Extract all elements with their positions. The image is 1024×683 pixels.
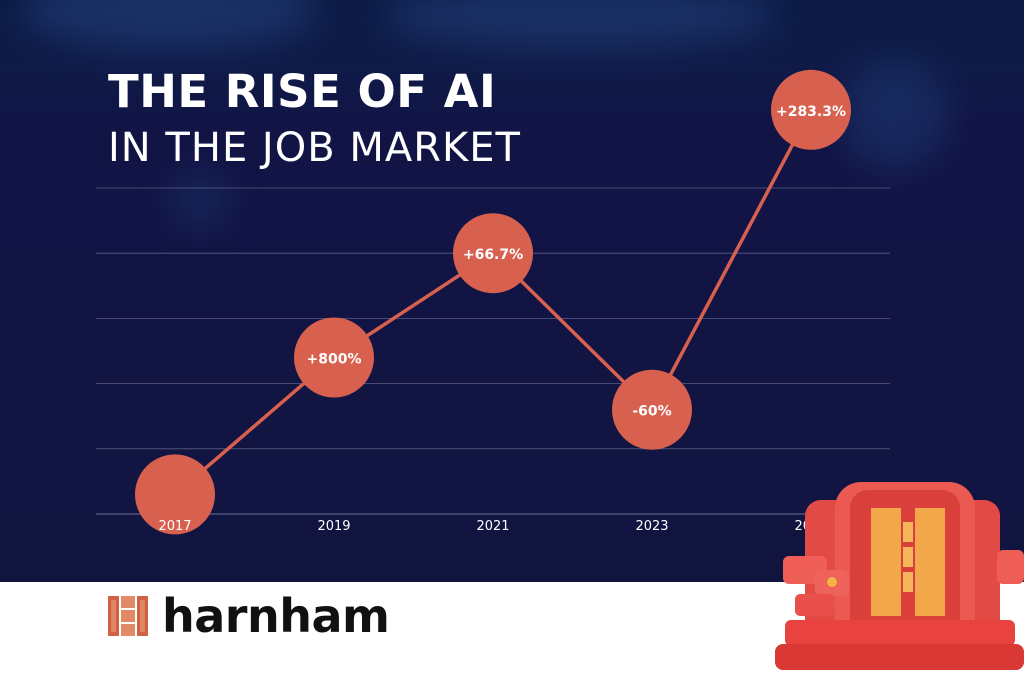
x-tick-label: 2023 (635, 519, 668, 534)
data-point-2021 (453, 213, 533, 294)
harnham-logo-icon (108, 596, 148, 636)
chart-subtitle: IN THE JOB MARKET (108, 125, 521, 171)
chart-title: THE RISE OF AI (108, 65, 497, 118)
grid-lines (96, 187, 890, 515)
data-point-2025 (771, 69, 851, 150)
series-line (173, 108, 813, 496)
line-chart: +800%+66.7%-60%+283.3% 20172019202120232… (96, 69, 890, 535)
x-tick-label: 2021 (476, 519, 509, 534)
x-tick-label: 2019 (317, 519, 350, 534)
x-axis-ticks: 20172019202120232025 (158, 519, 827, 534)
x-tick-label: 2017 (158, 519, 191, 534)
data-label-2019: +800% (307, 352, 362, 368)
series-line-path (173, 108, 813, 496)
ai-office-illustration-icon (775, 482, 1024, 670)
brand-name: harnham (162, 589, 390, 643)
data-markers: +800% +66.7% -60% +283.3% (135, 69, 851, 535)
data-label-2021: +66.7% (463, 247, 523, 263)
data-label-2025: +283.3% (776, 104, 846, 120)
title-block: THE RISE OF AI IN THE JOB MARKET (108, 64, 521, 174)
brand: harnham (108, 589, 390, 643)
data-point-2017 (135, 454, 215, 535)
data-label-2023: -60% (632, 404, 671, 420)
data-point-2023 (612, 369, 692, 450)
data-point-2019 (294, 317, 374, 398)
